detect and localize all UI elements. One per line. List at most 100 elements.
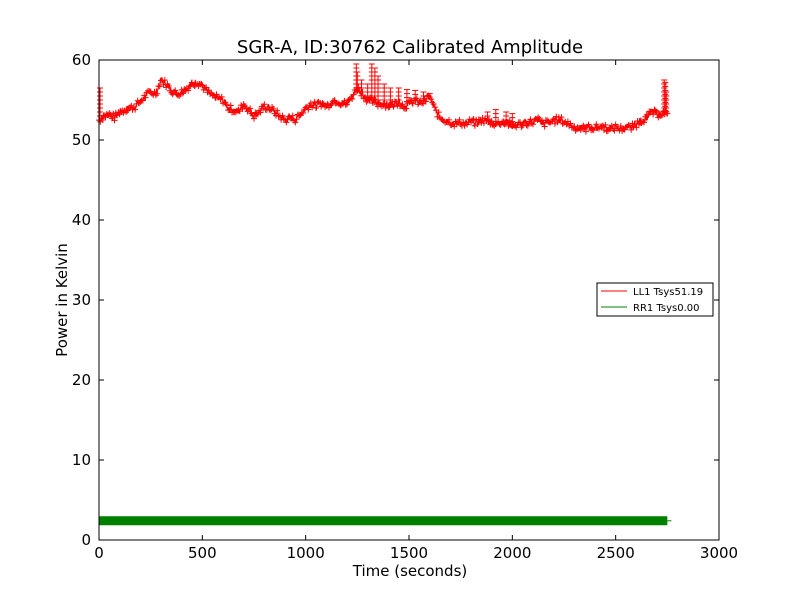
series-ll1-marker — [382, 104, 389, 111]
x-tick-label: 2500 — [597, 544, 635, 562]
series-ll1-marker — [628, 126, 635, 133]
series-ll1-marker — [652, 107, 659, 114]
series-ll1-marker — [518, 124, 525, 131]
series-ll1-marker — [546, 119, 553, 126]
series-ll1-marker — [638, 120, 645, 127]
series-ll1-marker — [314, 99, 321, 106]
series-ll1-marker — [218, 93, 225, 100]
series-ll1-marker — [641, 119, 648, 126]
series-ll1-marker — [344, 101, 350, 108]
series-ll1-marker — [292, 119, 299, 126]
series-ll1-marker — [469, 117, 476, 124]
legend-label-rr1: RR1 Tsys0.00 — [633, 303, 700, 314]
series-ll1-marker — [261, 101, 268, 108]
series-ll1-marker — [363, 98, 370, 105]
series-ll1-marker — [570, 124, 577, 131]
series-ll1-marker — [625, 122, 632, 129]
series-ll1-marker — [132, 106, 139, 113]
series-ll1-marker — [161, 77, 168, 84]
series-ll1-marker — [461, 122, 468, 129]
series-ll1-marker — [601, 126, 608, 133]
series-ll1-marker — [142, 94, 149, 101]
series-ll1-marker — [279, 112, 286, 119]
series-ll1-marker — [442, 119, 449, 126]
series-ll1-marker — [349, 95, 356, 102]
series-ll1-marker — [267, 107, 274, 114]
x-tick-label: 0 — [94, 544, 104, 562]
series-ll1-marker — [213, 91, 220, 98]
series-ll1-marker — [513, 124, 520, 131]
x-tick-label: 500 — [188, 544, 217, 562]
series-ll1-marker — [399, 101, 406, 108]
series-ll1-marker — [390, 103, 397, 110]
series-ll1-marker — [203, 84, 210, 91]
series-ll1-marker — [227, 102, 234, 109]
series-ll1-marker — [567, 120, 574, 127]
series-ll1-marker — [181, 86, 188, 93]
y-tick-label: 60 — [72, 51, 91, 69]
y-tick-label: 0 — [81, 531, 91, 549]
series-ll1-marker — [198, 81, 205, 88]
series-ll1-marker — [417, 97, 424, 104]
series-ll1-marker — [319, 100, 326, 107]
series-ll1-marker — [278, 116, 285, 123]
series-ll1-marker — [205, 87, 212, 94]
series-ll1-marker — [163, 84, 170, 91]
series-ll1-marker — [527, 116, 534, 123]
series-ll1-marker — [136, 100, 143, 107]
y-tick-label: 50 — [72, 131, 91, 149]
series-ll1-marker — [659, 112, 666, 119]
series-ll1-marker — [275, 113, 282, 120]
series-ll1-marker — [633, 124, 640, 131]
series-ll1-marker — [192, 82, 199, 89]
series-ll1-marker — [571, 123, 578, 130]
series-ll1-marker — [128, 102, 135, 109]
series-ll1-marker — [531, 117, 538, 124]
series-ll1-marker — [446, 116, 453, 123]
series-ll1-marker — [403, 105, 410, 112]
series-ll1-marker — [369, 100, 376, 107]
series-ll1-marker — [523, 122, 530, 129]
series-ll1-marker — [342, 101, 349, 108]
series-ll1-marker — [165, 83, 172, 90]
series-ll1-marker — [551, 120, 558, 127]
series-ll1-marker — [409, 100, 416, 107]
y-axis-label: Power in Kelvin — [53, 243, 71, 357]
series-ll1-marker — [431, 104, 438, 111]
legend-box — [596, 282, 714, 317]
series-ll1-marker — [110, 110, 117, 117]
series-ll1-marker — [266, 106, 273, 113]
series-ll1-marker — [293, 116, 300, 123]
series-ll1-marker — [434, 113, 441, 120]
series-ll1-marker — [353, 89, 360, 96]
y-tick-label: 30 — [72, 291, 91, 309]
series-ll1-marker — [125, 105, 132, 112]
y-tick-label: 40 — [72, 211, 91, 229]
series-ll1-marker — [362, 94, 369, 101]
legend-label-ll1: LL1 Tsys51.19 — [633, 287, 703, 298]
series-ll1-marker — [238, 102, 245, 109]
series-ll1-marker — [528, 120, 535, 127]
series-ll1-marker — [117, 108, 124, 115]
series-ll1-marker — [470, 115, 477, 122]
x-axis-label: Time (seconds) — [352, 562, 468, 580]
x-tick-label: 2000 — [493, 544, 531, 562]
series-ll1-marker — [617, 123, 624, 130]
series-ll1-marker — [116, 111, 123, 118]
series-ll1-marker — [208, 89, 215, 96]
series-ll1-marker — [581, 124, 588, 131]
series-ll1-marker — [185, 87, 192, 94]
series-ll1-marker — [99, 117, 106, 124]
series-ll1-marker — [189, 79, 195, 86]
series-ll1-marker — [177, 91, 184, 98]
series-ll1-marker — [594, 124, 601, 131]
series-ll1-marker — [573, 126, 580, 133]
series-ll1-marker — [440, 118, 447, 125]
series-ll1-marker — [599, 122, 606, 129]
series-ll1-marker — [249, 112, 256, 119]
series-ll1-marker — [156, 83, 163, 90]
series-ll1-marker — [327, 102, 334, 109]
series-ll1-marker — [179, 90, 186, 97]
series-ll1-marker — [239, 105, 246, 112]
